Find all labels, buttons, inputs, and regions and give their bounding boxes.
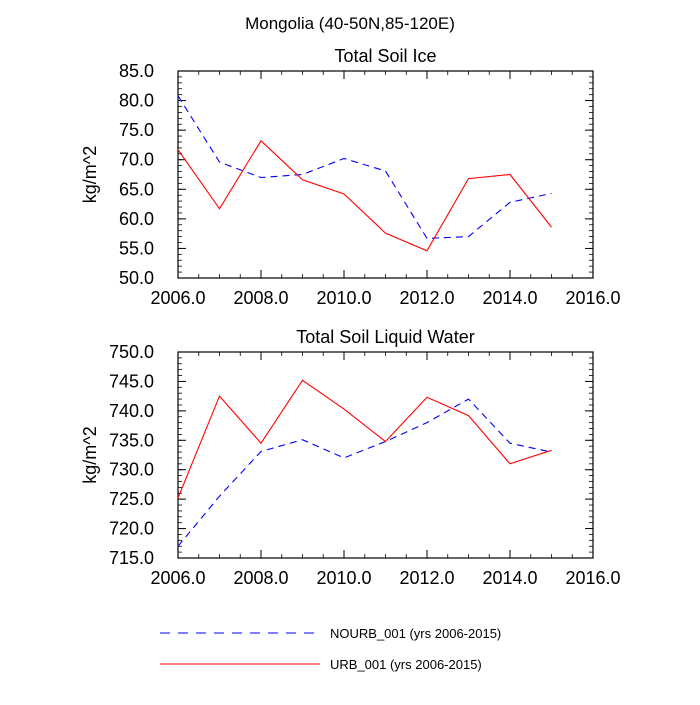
x-tick-label: 2016.0 — [565, 568, 620, 588]
series-line-nourb — [177, 95, 552, 239]
y-tick-label: 70.0 — [119, 150, 154, 170]
x-tick-label: 2010.0 — [316, 288, 371, 308]
main-title: Mongolia (40-50N,85-120E) — [245, 14, 455, 33]
x-tick-label: 2010.0 — [316, 568, 371, 588]
y-tick-label: 85.0 — [119, 61, 154, 81]
y-tick-label: 735.0 — [109, 430, 154, 450]
legend-label-nourb: NOURB_001 (yrs 2006-2015) — [330, 626, 501, 641]
panel-title: Total Soil Ice — [334, 46, 436, 66]
x-tick-label: 2014.0 — [482, 288, 537, 308]
x-tick-label: 2008.0 — [233, 288, 288, 308]
y-tick-label: 750.0 — [109, 342, 154, 362]
panel-2: Total Soil Liquid Water kg/m^2 2006.0 2008.… — [80, 327, 621, 588]
y-tick-label: 725.0 — [109, 489, 154, 509]
x-tick-label: 2012.0 — [399, 568, 454, 588]
y-tick-label: 80.0 — [119, 91, 154, 111]
x-tick-label: 2006.0 — [150, 568, 205, 588]
y-axis-label: kg/m^2 — [80, 146, 100, 203]
y-tick-label: 730.0 — [109, 460, 154, 480]
y-tick-label: 75.0 — [119, 120, 154, 140]
panel-title: Total Soil Liquid Water — [296, 327, 474, 347]
panel-1: Total Soil Ice kg/m^2 2006.0 2008.0 2010.0 20… — [80, 46, 621, 308]
legend: NOURB_001 (yrs 2006-2015) URB_001 (yrs 20… — [160, 626, 501, 672]
x-tick-label: 2008.0 — [233, 568, 288, 588]
y-axis-label: kg/m^2 — [80, 426, 100, 483]
y-tick-label: 715.0 — [109, 548, 154, 568]
legend-label-urb: URB_001 (yrs 2006-2015) — [330, 657, 482, 672]
series-line-urb — [177, 139, 552, 252]
y-tick-label: 50.0 — [119, 268, 154, 288]
series-line-urb — [177, 379, 552, 499]
y-tick-label: 720.0 — [109, 519, 154, 539]
x-tick-label: 2014.0 — [482, 568, 537, 588]
y-tick-label: 740.0 — [109, 401, 154, 421]
x-tick-label: 2016.0 — [565, 288, 620, 308]
y-tick-label: 60.0 — [119, 209, 154, 229]
plot-frame — [177, 351, 594, 559]
x-tick-label: 2006.0 — [150, 288, 205, 308]
y-tick-label: 745.0 — [109, 371, 154, 391]
y-tick-label: 65.0 — [119, 179, 154, 199]
y-tick-label: 55.0 — [119, 238, 154, 258]
series-line-nourb — [177, 398, 552, 547]
x-tick-label: 2012.0 — [399, 288, 454, 308]
